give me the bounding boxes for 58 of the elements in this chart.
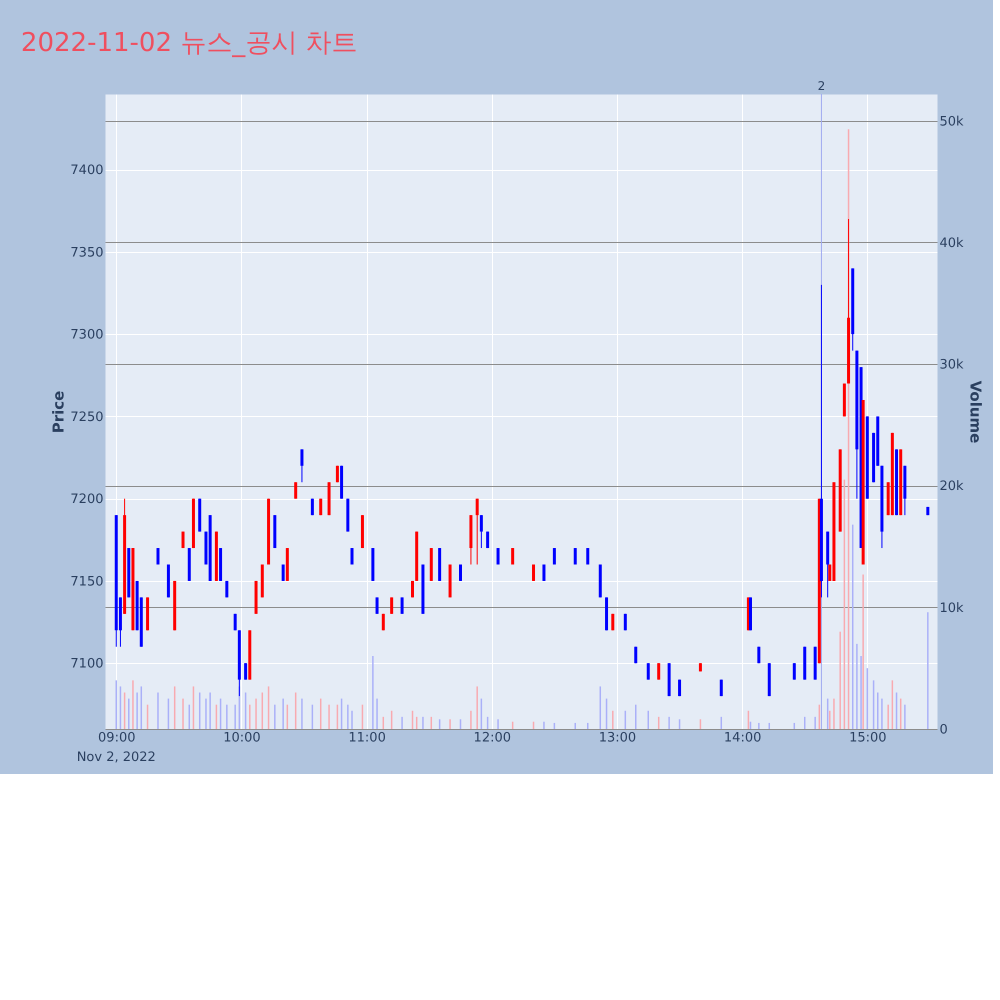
y2-axis-title: Volume bbox=[966, 380, 985, 444]
y-tick-label: 7400 bbox=[70, 163, 104, 178]
y2-tick-label: 50k bbox=[940, 114, 964, 130]
y2-tick-label: 30k bbox=[940, 358, 964, 373]
candlestick bbox=[282, 564, 285, 582]
candlestick bbox=[624, 613, 627, 631]
candlestick bbox=[646, 662, 650, 680]
candlestick bbox=[532, 564, 536, 582]
y-tick-label: 7150 bbox=[70, 574, 104, 590]
candlestick bbox=[678, 679, 682, 697]
y2-tick-label: 40k bbox=[940, 236, 964, 251]
candlestick bbox=[720, 679, 723, 697]
ref-line-label: 2 bbox=[818, 79, 826, 93]
y-tick-label: 7350 bbox=[70, 245, 104, 260]
y-tick-label: 7200 bbox=[70, 492, 104, 508]
x-tick-label: 13:00 bbox=[598, 730, 636, 746]
candlestick bbox=[225, 580, 228, 598]
y2-tick-label: 0 bbox=[940, 722, 948, 738]
x-tick-label: 15:00 bbox=[849, 730, 887, 746]
candlestick bbox=[156, 548, 160, 565]
candlestick bbox=[382, 613, 385, 631]
candlestick bbox=[486, 531, 490, 549]
candlestick bbox=[390, 596, 394, 614]
candlestick bbox=[294, 482, 298, 500]
candlestick bbox=[480, 514, 483, 549]
candlestick bbox=[300, 448, 304, 483]
candlestick bbox=[244, 662, 248, 680]
candlestick bbox=[586, 548, 590, 565]
y-tick-label: 7300 bbox=[70, 328, 104, 343]
candlestick bbox=[552, 548, 556, 565]
x-tick-label: 12:00 bbox=[474, 730, 512, 746]
candlestick bbox=[611, 613, 614, 631]
candlestick bbox=[511, 548, 514, 565]
candlestick bbox=[574, 548, 577, 565]
y-tick-label: 7100 bbox=[70, 656, 104, 672]
candlestick bbox=[542, 564, 546, 582]
candlestick bbox=[310, 498, 314, 516]
y2-tick-label: 20k bbox=[940, 479, 964, 494]
candlestick bbox=[757, 646, 760, 664]
candlestick bbox=[400, 596, 404, 614]
x-tick-label: 11:00 bbox=[348, 730, 386, 746]
candlestick bbox=[496, 548, 500, 565]
candlestick bbox=[476, 498, 479, 565]
y-axis-title: Price bbox=[49, 390, 68, 434]
y-tick-label: 7250 bbox=[70, 410, 104, 425]
y2-tick-label: 10k bbox=[940, 600, 964, 616]
candlestick bbox=[234, 613, 237, 631]
candlestick bbox=[792, 662, 796, 680]
candlestick bbox=[182, 531, 185, 549]
x-tick-label: 14:00 bbox=[724, 730, 762, 746]
candlestick bbox=[319, 498, 322, 516]
x-tick-label: 09:00 bbox=[98, 730, 136, 746]
candlestick bbox=[376, 596, 379, 614]
chart-title: 2022-11-02 뉴스_공시 차트 bbox=[20, 28, 358, 58]
candlestick bbox=[634, 646, 638, 664]
x-tick-label: 10:00 bbox=[223, 730, 261, 746]
candlestick bbox=[657, 662, 660, 680]
text: Nov 2, 2022 bbox=[76, 750, 156, 765]
